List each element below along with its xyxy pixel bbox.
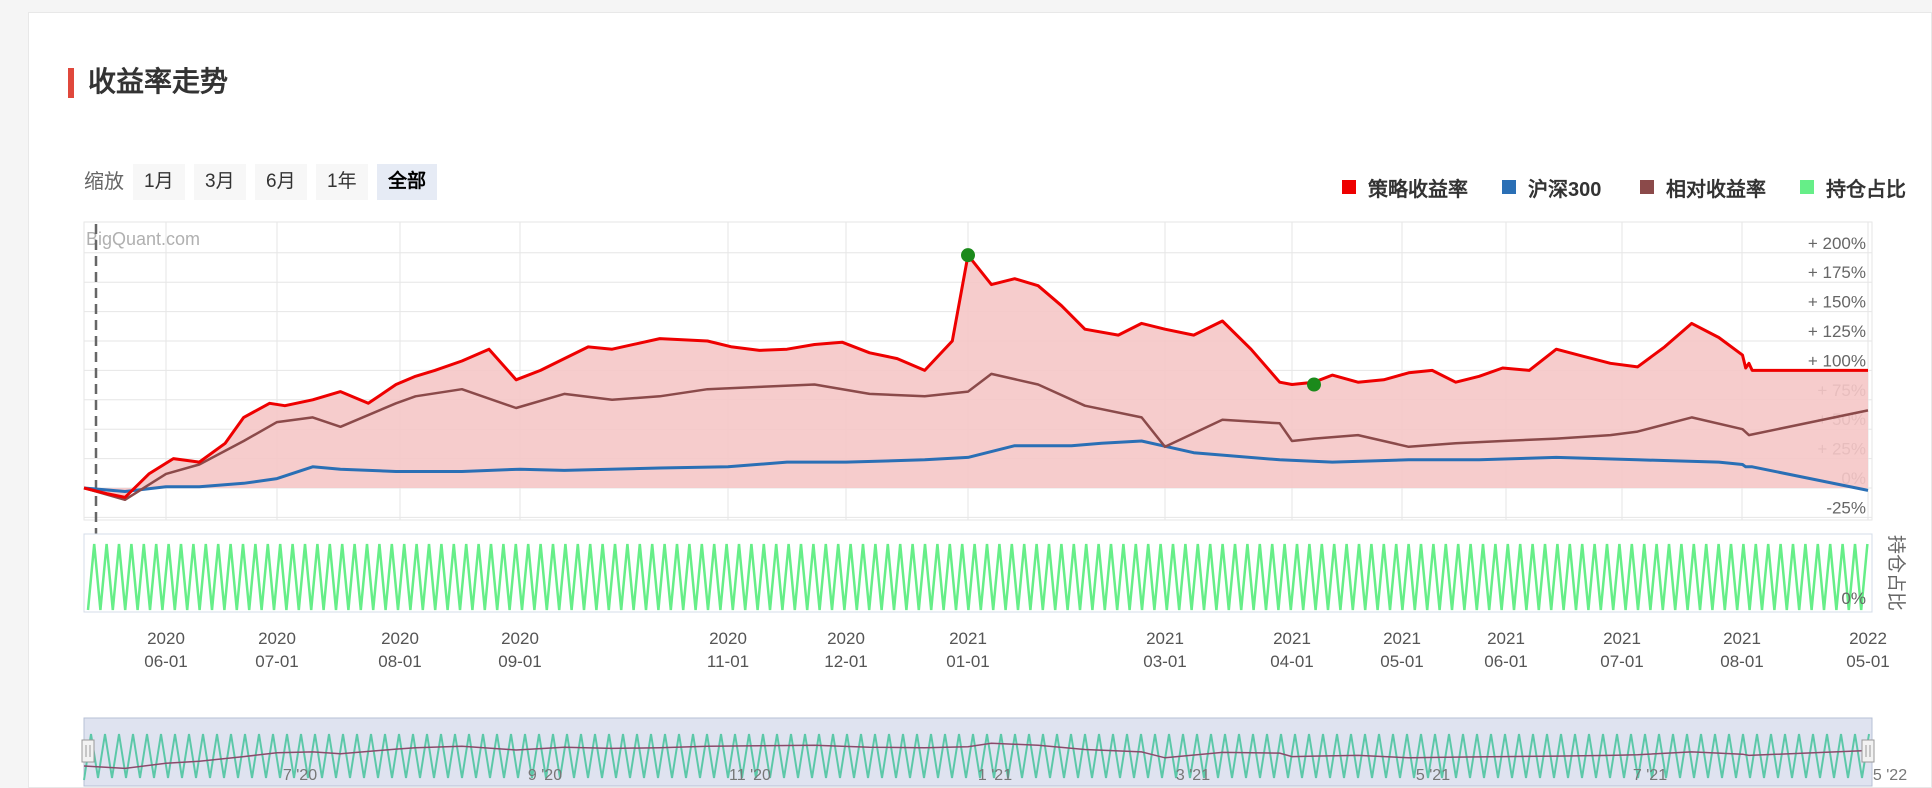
- navigator-tick-label: 5 '21: [1416, 767, 1450, 784]
- navigator-tick-label: 1 '21: [978, 767, 1012, 784]
- handle-body: [81, 739, 95, 763]
- x-tick-date: 06-01: [144, 652, 187, 671]
- extreme-marker-1: [961, 248, 975, 263]
- x-tick-date: 08-01: [1720, 652, 1763, 671]
- x-tick-date: 04-01: [1270, 652, 1313, 671]
- x-tick-year: 2020: [709, 629, 747, 648]
- y-tick-label: + 125%: [1808, 322, 1866, 341]
- page-title: 收益率走势: [88, 66, 229, 97]
- navigator-left-handle[interactable]: [81, 739, 95, 763]
- zoom-all-button[interactable]: 全部: [377, 164, 438, 200]
- x-tick-date: 05-01: [1846, 652, 1889, 671]
- navigator-tick-label: 9 '20: [528, 767, 562, 784]
- zoom-3m-button[interactable]: 3月: [194, 164, 246, 200]
- strategy-line: [83, 253, 1868, 499]
- y-tick-label: -25%: [1826, 498, 1866, 517]
- x-tick-year: 2021: [1603, 629, 1641, 648]
- legend-item-strategy[interactable]: 策略收益率: [1342, 175, 1468, 201]
- legend-swatch-position: [1800, 180, 1814, 194]
- position-zero-label: 0%: [1841, 589, 1866, 608]
- legend-label-position: 持仓占比: [1826, 178, 1906, 201]
- position-line: [86, 543, 1869, 611]
- x-tick-date: 06-01: [1484, 652, 1527, 671]
- legend-label-relative: 相对收益率: [1666, 178, 1766, 201]
- legend-swatch-benchmark: [1502, 180, 1516, 194]
- x-tick-date: 01-01: [946, 652, 989, 671]
- navigator-tick-label: 3 '21: [1176, 767, 1210, 784]
- x-tick-date: 07-01: [1600, 652, 1643, 671]
- x-tick-year: 2020: [501, 629, 539, 648]
- zoom-6m-button[interactable]: 6月: [255, 164, 307, 200]
- legend-item-position[interactable]: 持仓占比: [1800, 175, 1906, 201]
- navigator-relative-line: [83, 742, 1869, 770]
- relative-line: [83, 372, 1869, 502]
- navigator-tick-label: 7 '21: [1633, 767, 1667, 784]
- legend-item-benchmark[interactable]: 沪深300: [1502, 175, 1602, 201]
- x-tick-year: 2020: [147, 629, 185, 648]
- x-tick-year: 2021: [1383, 629, 1421, 648]
- x-tick-year: 2022: [1849, 629, 1887, 648]
- navigator-tick-label: 7 '20: [283, 767, 317, 784]
- extreme-marker-2: [1307, 377, 1321, 392]
- x-tick-year: 2020: [381, 629, 419, 648]
- legend-label-benchmark: 沪深300: [1528, 178, 1602, 201]
- handle-body: [1861, 739, 1875, 763]
- x-tick-year: 2021: [1273, 629, 1311, 648]
- y-tick-label: + 200%: [1808, 234, 1866, 253]
- x-axis: 2020 06-01 2020 07-01 2020 08-01 2020 09-01 2020…: [144, 629, 1889, 671]
- benchmark-line: [83, 439, 1869, 493]
- watermark: BigQuant.com: [86, 229, 200, 249]
- y-tick-label: + 175%: [1808, 263, 1866, 282]
- position-axis-title: 持仓占比: [1885, 535, 1907, 611]
- x-tick-year: 2020: [827, 629, 865, 648]
- x-tick-year: 2020: [258, 629, 296, 648]
- zoom-1y-button[interactable]: 1年: [316, 164, 368, 200]
- legend-swatch-strategy: [1342, 180, 1356, 194]
- y-tick-label: + 150%: [1808, 293, 1866, 312]
- navigator-tick-label: 5 '22: [1873, 767, 1907, 784]
- x-tick-date: 11-01: [707, 652, 749, 671]
- legend-item-relative[interactable]: 相对收益率: [1640, 175, 1766, 201]
- navigator-right-handle[interactable]: [1861, 739, 1875, 763]
- x-tick-year: 2021: [1487, 629, 1525, 648]
- x-tick-date: 05-01: [1380, 652, 1423, 671]
- legend-label-strategy: 策略收益率: [1368, 178, 1468, 201]
- legend-swatch-relative: [1640, 180, 1654, 194]
- x-tick-date: 09-01: [498, 652, 541, 671]
- x-tick-date: 07-01: [255, 652, 298, 671]
- x-tick-date: 03-01: [1143, 652, 1186, 671]
- zoom-1m-button[interactable]: 1月: [133, 164, 185, 200]
- y-tick-label: + 100%: [1808, 351, 1866, 370]
- x-tick-year: 2021: [1146, 629, 1184, 648]
- strategy-area: [84, 255, 1868, 498]
- x-tick-year: 2021: [949, 629, 987, 648]
- x-tick-year: 2021: [1723, 629, 1761, 648]
- x-tick-date: 08-01: [378, 652, 421, 671]
- navigator-tick-label: 11 '20: [729, 767, 771, 784]
- title-accent-bar: [68, 68, 74, 98]
- x-tick-date: 12-01: [824, 652, 867, 671]
- zoom-label: 缩放: [84, 171, 124, 193]
